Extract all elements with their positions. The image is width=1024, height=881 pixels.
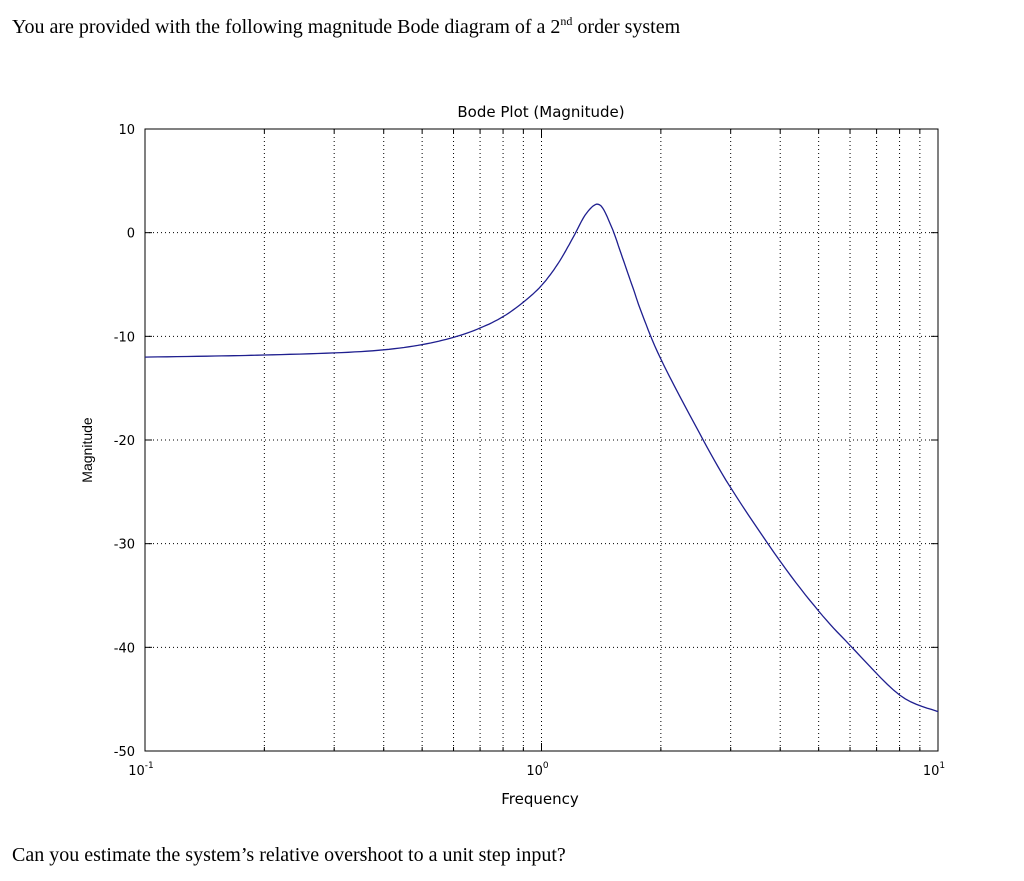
tick-marks [145,128,938,752]
y-tick-label: -50 [114,745,135,760]
y-tick-label: 0 [127,227,135,242]
y-tick-labels: 10 0 -10 -20 -30 -40 -50 [114,123,135,760]
intro-superscript: nd [560,14,573,28]
x-tick-labels: 10-1 100 101 [128,761,945,779]
intro-text-end: order system [572,16,681,38]
x-tick-label: 101 [923,761,945,779]
x-tick-label: 10-1 [128,761,154,779]
grid [145,129,938,751]
question-intro: You are provided with the following magn… [12,14,681,39]
magnitude-curve [144,203,939,713]
y-tick-label: -10 [114,330,135,345]
chart-title: Bode Plot (Magnitude) [457,103,624,121]
intro-text: You are provided with the following magn… [12,16,561,38]
x-axis-label: Frequency [501,790,579,808]
question-outro: Can you estimate the system’s relative o… [12,844,566,866]
y-tick-label: 10 [118,123,135,138]
y-tick-label: -40 [114,641,135,656]
y-tick-label: -30 [114,538,135,553]
y-tick-label: -20 [114,434,135,449]
y-axis-label: Magnitude [79,417,95,483]
x-tick-label: 100 [526,761,549,779]
